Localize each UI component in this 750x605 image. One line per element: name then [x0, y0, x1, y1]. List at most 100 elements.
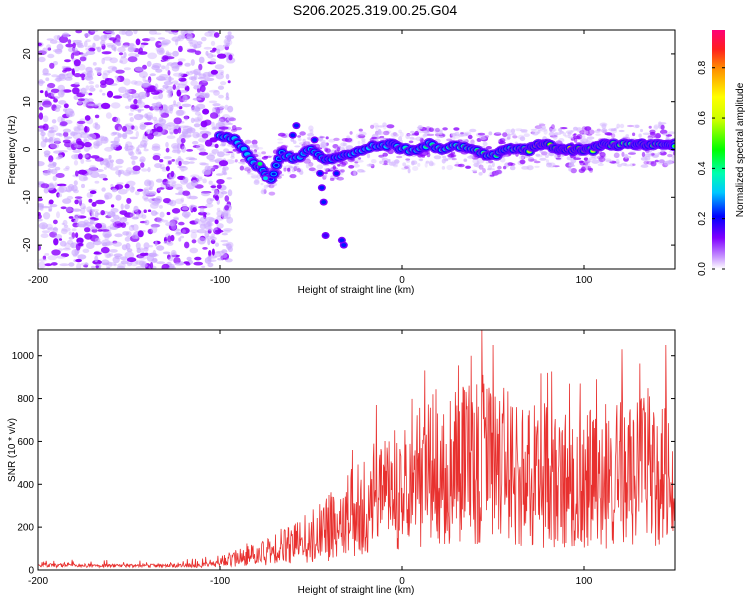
noise-point: [92, 42, 96, 49]
noise-point: [142, 38, 151, 42]
noise-point: [83, 33, 91, 37]
noise-point: [83, 176, 89, 181]
noise-point: [223, 228, 233, 232]
ridge-halo-point: [558, 138, 565, 143]
noise-point: [94, 180, 100, 184]
noise-point: [171, 159, 175, 162]
noise-point: [83, 91, 89, 95]
noise-point: [139, 252, 148, 257]
noise-point: [172, 145, 180, 152]
ridge-halo-point: [527, 157, 535, 163]
noise-point: [159, 107, 164, 116]
ridge-halo-point: [453, 127, 460, 131]
noise-point: [93, 34, 101, 42]
ridge-halo-point: [558, 128, 563, 132]
noise-point: [172, 84, 176, 90]
noise-point: [115, 76, 121, 83]
noise-point: [49, 142, 60, 149]
noise-point: [216, 48, 221, 54]
noise-point: [147, 52, 158, 60]
noise-point: [94, 251, 100, 254]
ridge-halo-point: [387, 159, 391, 162]
noise-point: [176, 186, 184, 191]
noise-point: [52, 175, 57, 181]
noise-point: [134, 108, 145, 112]
noise-point: [38, 56, 46, 63]
noise-point: [65, 165, 70, 170]
noise-point: [38, 112, 44, 120]
noise-point: [99, 89, 103, 93]
x-tick-label: -100: [210, 275, 230, 286]
side-blob: [321, 200, 327, 205]
snr-series-line: [38, 330, 675, 569]
x-tick-label: 100: [576, 275, 593, 286]
noise-point: [103, 166, 107, 170]
noise-point: [76, 263, 82, 269]
ridge-point: [672, 144, 675, 148]
noise-point: [63, 167, 70, 171]
noise-point: [119, 60, 123, 64]
noise-point: [134, 66, 144, 72]
noise-point: [182, 190, 191, 196]
noise-point: [148, 30, 158, 35]
noise-point: [165, 222, 174, 227]
noise-point: [104, 233, 110, 241]
noise-point: [129, 136, 138, 140]
noise-point: [112, 240, 118, 244]
noise-point: [134, 80, 144, 86]
noise-point: [169, 199, 177, 207]
noise-point: [51, 119, 57, 124]
noise-point: [166, 177, 175, 181]
ridge-halo-point: [340, 142, 348, 147]
noise-point: [38, 203, 44, 210]
noise-point: [190, 174, 200, 178]
noise-point: [120, 260, 129, 265]
noise-point: [124, 143, 129, 149]
noise-point: [174, 198, 184, 205]
noise-point: [64, 141, 73, 148]
noise-point: [101, 262, 110, 266]
ridge-halo-point: [377, 129, 382, 136]
noise-point: [92, 259, 102, 265]
noise-point: [203, 46, 212, 50]
noise-point: [50, 125, 59, 133]
noise-point: [156, 245, 165, 251]
noise-point: [124, 236, 131, 242]
ridge-halo-point: [382, 163, 389, 166]
noise-point: [158, 187, 165, 190]
ridge-halo-point: [357, 157, 362, 160]
ridge-halo-point: [610, 133, 616, 139]
noise-point: [214, 64, 225, 70]
noise-point: [167, 254, 171, 260]
noise-point: [135, 265, 145, 269]
ridge-halo-point: [297, 135, 302, 138]
ridge-halo-point: [336, 147, 341, 152]
noise-point: [72, 208, 82, 212]
ridge-halo-point: [370, 124, 375, 129]
ridge-halo-point: [485, 161, 490, 164]
noise-point: [220, 191, 228, 195]
ridge-halo-point: [379, 135, 385, 139]
noise-point: [173, 117, 182, 125]
noise-point: [221, 232, 228, 236]
ridge-halo-point: [348, 165, 355, 169]
noise-point: [131, 160, 136, 166]
noise-point: [44, 253, 50, 256]
ridge-halo-point: [292, 165, 300, 171]
noise-point: [208, 217, 217, 221]
ridge-halo-point: [246, 172, 254, 175]
noise-point: [141, 82, 151, 89]
noise-point: [82, 248, 90, 253]
ridge-halo-point: [316, 164, 324, 170]
noise-point: [194, 50, 202, 56]
noise-point: [95, 265, 99, 269]
noise-point: [100, 136, 109, 144]
ridge-halo-point: [261, 188, 266, 193]
noise-point: [66, 185, 73, 193]
spectrogram-y-ticks: -20 -10 0 10 20: [22, 48, 675, 252]
ridge-halo-point: [249, 144, 258, 149]
noise-point: [226, 210, 231, 213]
noise-point: [202, 178, 207, 184]
ridge-halo-point: [469, 154, 474, 158]
noise-point: [110, 102, 121, 109]
